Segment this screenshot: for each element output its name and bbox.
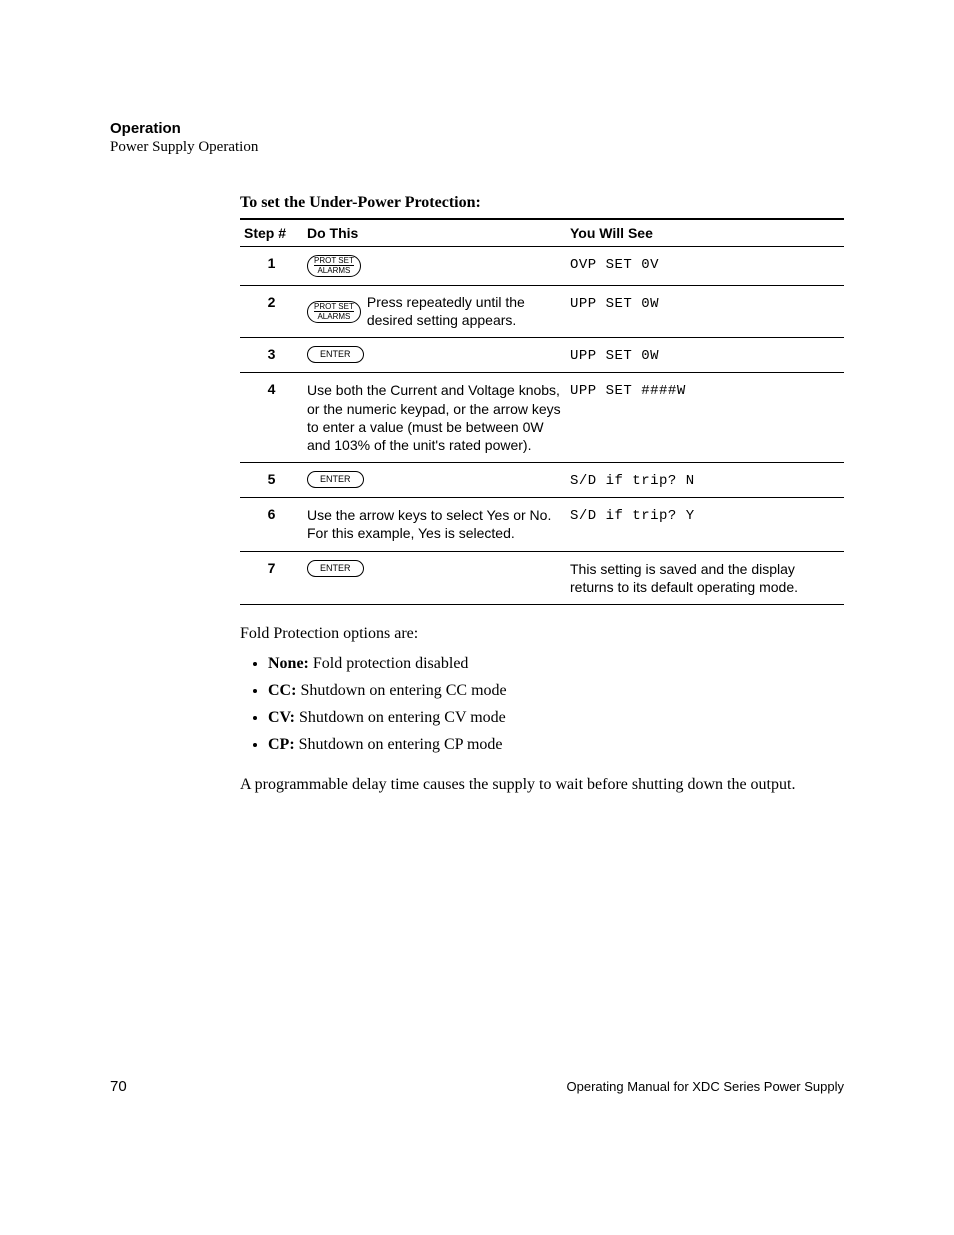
enter-key-icon: ENTER <box>307 471 364 488</box>
procedure-table: Step # Do This You Will See 1 PROT SET A… <box>240 218 844 605</box>
prot-set-key-icon: PROT SET ALARMS <box>307 301 361 323</box>
step-instruction: Use the arrow keys to select Yes or No. … <box>307 506 562 542</box>
step-instruction: Use both the Current and Voltage knobs, … <box>307 381 562 454</box>
key-bottom-label: ALARMS <box>317 313 350 320</box>
display-readout: UPP SET ####W <box>570 383 686 399</box>
step-action: Use both the Current and Voltage knobs, … <box>303 373 566 463</box>
display-readout: S/D if trip? N <box>570 473 695 489</box>
display-readout: OVP SET 0V <box>570 257 659 273</box>
table-row: 6 Use the arrow keys to select Yes or No… <box>240 498 844 551</box>
running-header: Operation Power Supply Operation <box>110 120 844 156</box>
col-step-header: Step # <box>240 219 303 247</box>
step-number: 2 <box>240 286 303 338</box>
step-number: 6 <box>240 498 303 551</box>
option-text: Shutdown on entering CP mode <box>295 736 503 753</box>
display-plain-text: This setting is saved and the display re… <box>570 561 798 595</box>
list-item: CC: Shutdown on entering CC mode <box>268 681 844 702</box>
step-action: Use the arrow keys to select Yes or No. … <box>303 498 566 551</box>
table-row: 1 PROT SET ALARMS OVP SET 0V <box>240 247 844 286</box>
key-label: ENTER <box>314 562 357 574</box>
table-row: 3 ENTER UPP SET 0W <box>240 338 844 373</box>
step-result: S/D if trip? N <box>566 463 844 498</box>
fold-options-list: None: Fold protection disabled CC: Shutd… <box>240 654 844 755</box>
header-section-title: Operation <box>110 120 844 137</box>
step-result: UPP SET 0W <box>566 286 844 338</box>
step-number: 7 <box>240 551 303 604</box>
step-result: S/D if trip? Y <box>566 498 844 551</box>
footer-doc-title: Operating Manual for XDC Series Power Su… <box>567 1079 844 1094</box>
fold-intro: Fold Protection options are: <box>240 623 844 645</box>
table-row: 5 ENTER S/D if trip? N <box>240 463 844 498</box>
list-item: CP: Shutdown on entering CP mode <box>268 735 844 756</box>
step-number: 3 <box>240 338 303 373</box>
option-text: Fold protection disabled <box>309 655 469 672</box>
page-number: 70 <box>110 1078 127 1095</box>
option-label: CP: <box>268 736 295 753</box>
header-section-subtitle: Power Supply Operation <box>110 139 844 156</box>
table-row: 2 PROT SET ALARMS Press repeatedly until… <box>240 286 844 338</box>
step-action: ENTER <box>303 338 566 373</box>
enter-key-icon: ENTER <box>307 560 364 577</box>
option-label: CV: <box>268 709 295 726</box>
table-row: 7 ENTER This setting is saved and the di… <box>240 551 844 604</box>
step-action: ENTER <box>303 463 566 498</box>
list-item: CV: Shutdown on entering CV mode <box>268 708 844 729</box>
col-do-header: Do This <box>303 219 566 247</box>
col-see-header: You Will See <box>566 219 844 247</box>
step-after-text: Press repeatedly until the desired setti… <box>367 294 562 329</box>
step-action: ENTER <box>303 551 566 604</box>
display-readout: UPP SET 0W <box>570 348 659 364</box>
step-result: UPP SET 0W <box>566 338 844 373</box>
page: Operation Power Supply Operation To set … <box>0 0 954 1235</box>
key-top-label: PROT SET <box>314 303 354 312</box>
display-readout: UPP SET 0W <box>570 296 659 312</box>
option-text: Shutdown on entering CC mode <box>296 682 506 699</box>
key-label: ENTER <box>314 348 357 360</box>
enter-key-icon: ENTER <box>307 346 364 363</box>
key-label: ENTER <box>314 473 357 485</box>
step-number: 4 <box>240 373 303 463</box>
prot-set-key-icon: PROT SET ALARMS <box>307 255 361 277</box>
step-number: 5 <box>240 463 303 498</box>
table-header-row: Step # Do This You Will See <box>240 219 844 247</box>
content-area: To set the Under-Power Protection: Step … <box>240 194 844 795</box>
step-result: This setting is saved and the display re… <box>566 551 844 604</box>
step-action: PROT SET ALARMS <box>303 247 566 286</box>
step-number: 1 <box>240 247 303 286</box>
key-bottom-label: ALARMS <box>317 267 350 274</box>
procedure-title: To set the Under-Power Protection: <box>240 194 844 212</box>
option-label: None: <box>268 655 309 672</box>
step-result: UPP SET ####W <box>566 373 844 463</box>
fold-trailer: A programmable delay time causes the sup… <box>240 774 844 796</box>
key-top-label: PROT SET <box>314 257 354 266</box>
table-row: 4 Use both the Current and Voltage knobs… <box>240 373 844 463</box>
option-label: CC: <box>268 682 296 699</box>
step-action: PROT SET ALARMS Press repeatedly until t… <box>303 286 566 338</box>
step-result: OVP SET 0V <box>566 247 844 286</box>
page-footer: 70 Operating Manual for XDC Series Power… <box>110 1078 844 1095</box>
option-text: Shutdown on entering CV mode <box>295 709 506 726</box>
list-item: None: Fold protection disabled <box>268 654 844 675</box>
display-readout: S/D if trip? Y <box>570 508 695 524</box>
